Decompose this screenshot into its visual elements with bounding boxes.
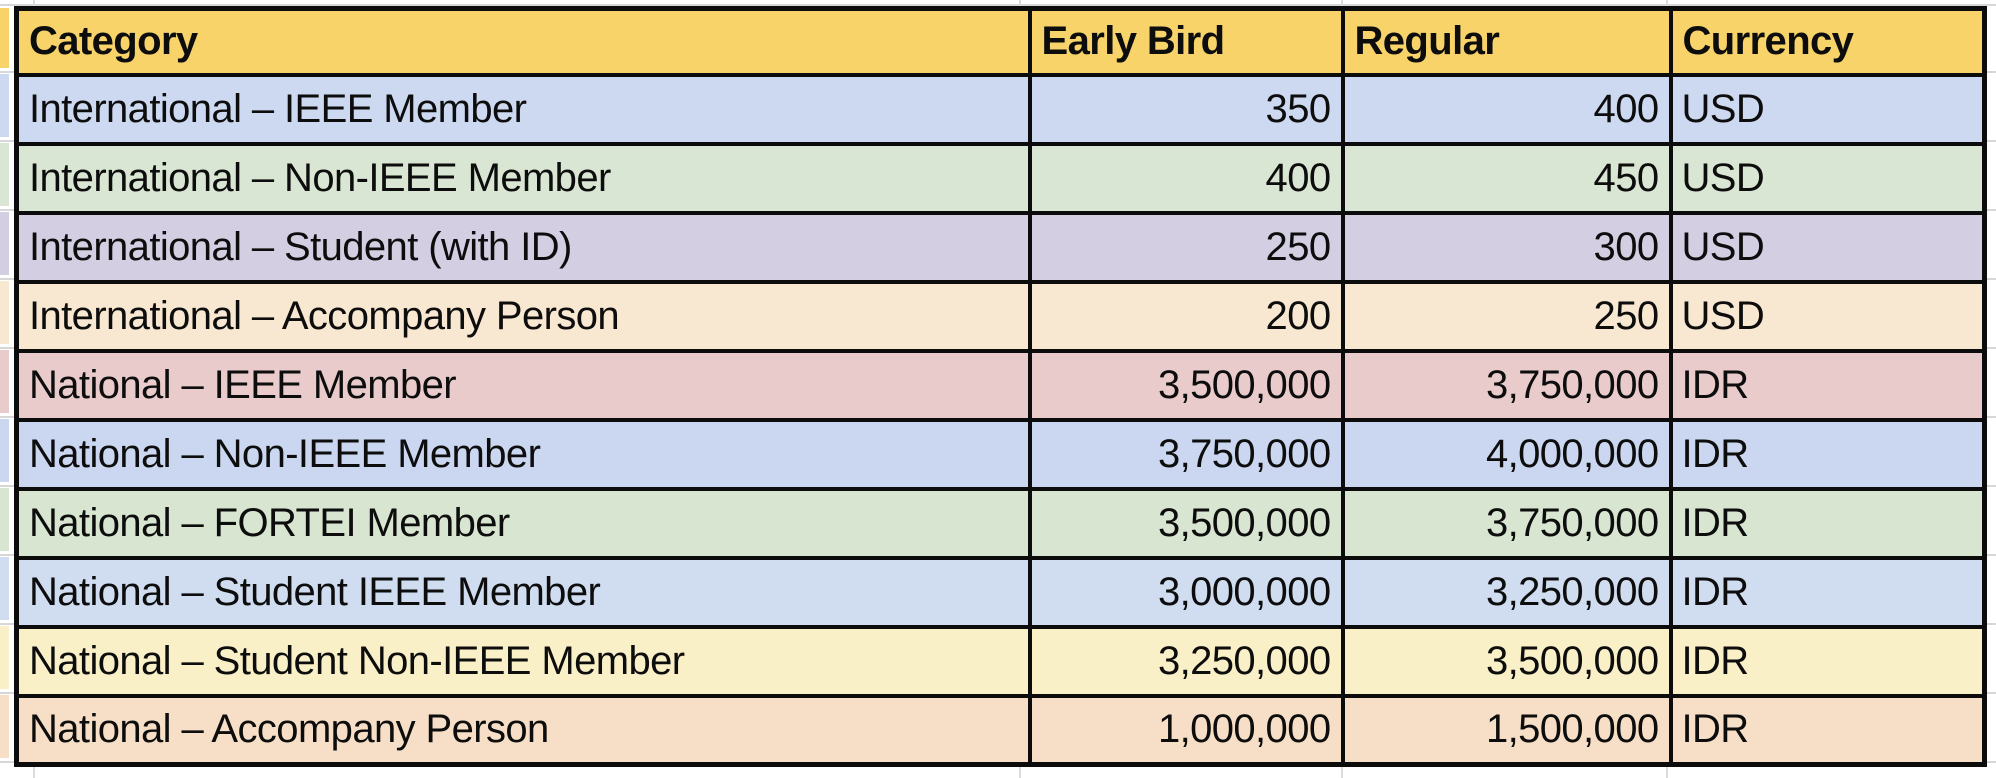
cell-regular[interactable]: 450 [1340,141,1673,215]
cell-regular[interactable]: 3,750,000 [1340,348,1673,422]
cell-early-bird[interactable]: 350 [1027,72,1345,146]
row-color-strip-segment [0,419,9,482]
table-body: International – IEEE Member 350 400 USD Inte… [14,72,1987,767]
cell-currency[interactable]: IDR [1668,624,1987,698]
table-row: National – IEEE Member 3,500,000 3,750,000… [14,348,1987,422]
cell-currency[interactable]: USD [1668,141,1987,215]
cell-currency[interactable]: IDR [1668,348,1987,422]
cell-category[interactable]: International – Accompany Person [14,279,1032,353]
cell-early-bird[interactable]: 3,250,000 [1027,624,1345,698]
cell-currency[interactable]: IDR [1668,555,1987,629]
cell-currency[interactable]: USD [1668,72,1987,146]
table-row: National – Accompany Person 1,000,000 1,50… [14,693,1987,767]
cell-category[interactable]: International – Non-IEEE Member [14,141,1032,215]
pricing-table: Category Early Bird Regular Currency Intern… [14,6,1987,767]
cell-regular[interactable]: 300 [1340,210,1673,284]
table-row: International – Non-IEEE Member 400 450 USD [14,141,1987,215]
header-cell-category[interactable]: Category [14,6,1032,77]
table-row: National – FORTEI Member 3,500,000 3,750,0… [14,486,1987,560]
cell-early-bird[interactable]: 3,000,000 [1027,555,1345,629]
cell-regular[interactable]: 3,750,000 [1340,486,1673,560]
row-color-strip-segment [0,488,9,551]
row-color-strip-segment [0,350,9,413]
cell-early-bird[interactable]: 3,500,000 [1027,486,1345,560]
row-color-strip-segment [0,557,9,620]
cell-early-bird[interactable]: 400 [1027,141,1345,215]
header-cell-early-bird[interactable]: Early Bird [1027,6,1345,77]
cell-category[interactable]: National – Student IEEE Member [14,555,1032,629]
cell-early-bird[interactable]: 3,750,000 [1027,417,1345,491]
cell-early-bird[interactable]: 3,500,000 [1027,348,1345,422]
cell-currency[interactable]: IDR [1668,417,1987,491]
cell-category[interactable]: National – Accompany Person [14,693,1032,767]
cell-category[interactable]: National – FORTEI Member [14,486,1032,560]
cell-currency[interactable]: USD [1668,210,1987,284]
row-color-strip-segment [0,695,9,758]
cell-category[interactable]: National – Non-IEEE Member [14,417,1032,491]
cell-regular[interactable]: 400 [1340,72,1673,146]
row-color-strip-segment [0,143,9,206]
table-row: National – Student IEEE Member 3,000,000 3… [14,555,1987,629]
header-cell-currency[interactable]: Currency [1668,6,1987,77]
cell-regular[interactable]: 250 [1340,279,1673,353]
cell-early-bird[interactable]: 250 [1027,210,1345,284]
table-row: National – Non-IEEE Member 3,750,000 4,000… [14,417,1987,491]
row-color-strip-segment [0,281,9,344]
row-color-strip-segment [0,212,9,275]
cell-category[interactable]: National – Student Non-IEEE Member [14,624,1032,698]
sheet-gridline [0,4,1996,6]
cell-regular[interactable]: 4,000,000 [1340,417,1673,491]
cell-regular[interactable]: 3,500,000 [1340,624,1673,698]
cell-currency[interactable]: IDR [1668,693,1987,767]
header-cell-regular[interactable]: Regular [1340,6,1673,77]
cell-currency[interactable]: USD [1668,279,1987,353]
table-row: International – Student (with ID) 250 300 U… [14,210,1987,284]
table-row: International – IEEE Member 350 400 USD [14,72,1987,146]
cell-early-bird[interactable]: 200 [1027,279,1345,353]
cell-category[interactable]: National – IEEE Member [14,348,1032,422]
row-color-strip-segment [0,74,9,137]
table-row: International – Accompany Person 200 250 US… [14,279,1987,353]
table-row: National – Student Non-IEEE Member 3,250,… [14,624,1987,698]
row-color-strip-segment [0,626,9,689]
row-color-strip-segment [0,8,9,68]
cell-currency[interactable]: IDR [1668,486,1987,560]
cell-regular[interactable]: 1,500,000 [1340,693,1673,767]
cell-category[interactable]: International – Student (with ID) [14,210,1032,284]
cell-regular[interactable]: 3,250,000 [1340,555,1673,629]
header-row: Category Early Bird Regular Currency [14,6,1987,77]
cell-category[interactable]: International – IEEE Member [14,72,1032,146]
cell-early-bird[interactable]: 1,000,000 [1027,693,1345,767]
